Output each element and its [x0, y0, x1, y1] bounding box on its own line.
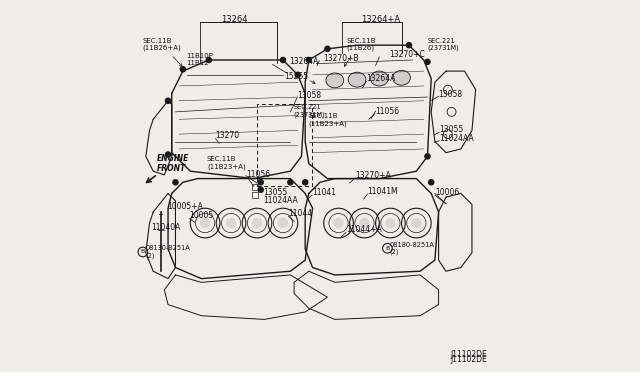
Circle shape: [295, 72, 300, 77]
Text: SEC.11B
(11B23+A): SEC.11B (11B23+A): [207, 156, 246, 170]
Circle shape: [359, 218, 370, 228]
Text: 13270+B: 13270+B: [323, 54, 358, 62]
Text: 13270: 13270: [216, 131, 239, 141]
Text: SEC.221
(23731M): SEC.221 (23731M): [293, 105, 325, 118]
FancyBboxPatch shape: [252, 184, 258, 190]
Ellipse shape: [371, 71, 388, 86]
Circle shape: [425, 59, 430, 64]
Text: 13055: 13055: [439, 125, 463, 134]
Text: 13270+C: 13270+C: [390, 50, 426, 59]
Text: 13264A: 13264A: [366, 74, 396, 83]
Text: 13264+A: 13264+A: [362, 15, 401, 24]
Text: 11044+A: 11044+A: [346, 225, 381, 234]
Circle shape: [166, 98, 171, 103]
Text: 08180-8251A
(2): 08180-8251A (2): [390, 241, 435, 255]
Text: 11B12: 11B12: [187, 60, 209, 66]
Text: J11102DE: J11102DE: [450, 355, 487, 364]
Circle shape: [411, 218, 422, 228]
Text: 13058: 13058: [297, 91, 321, 100]
Circle shape: [166, 152, 171, 157]
Circle shape: [258, 187, 263, 192]
Text: B: B: [385, 246, 390, 251]
Text: SEC.11B
(11B26+A): SEC.11B (11B26+A): [142, 38, 181, 51]
Text: 11040A: 11040A: [152, 223, 180, 232]
Text: 15255: 15255: [284, 72, 308, 81]
Circle shape: [258, 180, 263, 185]
Circle shape: [200, 218, 211, 228]
Circle shape: [303, 180, 308, 185]
Text: SEC.11B
(11B26): SEC.11B (11B26): [347, 38, 376, 51]
Circle shape: [252, 218, 262, 228]
Text: 13055: 13055: [264, 188, 288, 197]
Circle shape: [206, 57, 211, 62]
FancyBboxPatch shape: [252, 192, 258, 198]
Circle shape: [429, 180, 434, 185]
Circle shape: [406, 42, 412, 48]
Circle shape: [278, 218, 288, 228]
Text: J11102DE: J11102DE: [450, 350, 487, 359]
Text: ENGINE
FRONT: ENGINE FRONT: [157, 154, 189, 173]
Circle shape: [180, 67, 186, 72]
Text: 10005: 10005: [189, 211, 214, 220]
Text: 13058: 13058: [438, 90, 463, 99]
Circle shape: [173, 180, 178, 185]
Text: 11056: 11056: [375, 107, 399, 116]
Text: 11056: 11056: [246, 170, 270, 179]
Ellipse shape: [326, 73, 344, 88]
Text: SEC.221
(23731M): SEC.221 (23731M): [428, 38, 460, 51]
Text: 11044: 11044: [289, 209, 312, 218]
Text: B: B: [141, 250, 145, 254]
Text: 10006: 10006: [435, 188, 459, 197]
Circle shape: [226, 218, 236, 228]
Text: SEC.11B
(11B23+A): SEC.11B (11B23+A): [308, 113, 347, 127]
Text: 11024AA: 11024AA: [264, 196, 298, 205]
Circle shape: [333, 218, 344, 228]
Text: 11024AA: 11024AA: [439, 134, 474, 143]
Circle shape: [280, 57, 285, 62]
Circle shape: [288, 180, 293, 185]
Circle shape: [425, 154, 430, 159]
Circle shape: [325, 46, 330, 51]
Text: 11B10P: 11B10P: [186, 52, 212, 58]
Text: 13264A: 13264A: [290, 57, 319, 66]
Text: 08130-8251A
(2): 08130-8251A (2): [146, 245, 191, 259]
Text: 13264: 13264: [221, 15, 248, 24]
Ellipse shape: [392, 70, 410, 85]
Circle shape: [307, 57, 312, 62]
Text: 10005+A: 10005+A: [167, 202, 203, 211]
Circle shape: [385, 218, 396, 228]
Text: 11041M: 11041M: [367, 187, 398, 196]
Text: 13270+A: 13270+A: [355, 171, 391, 180]
Ellipse shape: [348, 72, 366, 87]
Text: 11041: 11041: [312, 188, 336, 197]
